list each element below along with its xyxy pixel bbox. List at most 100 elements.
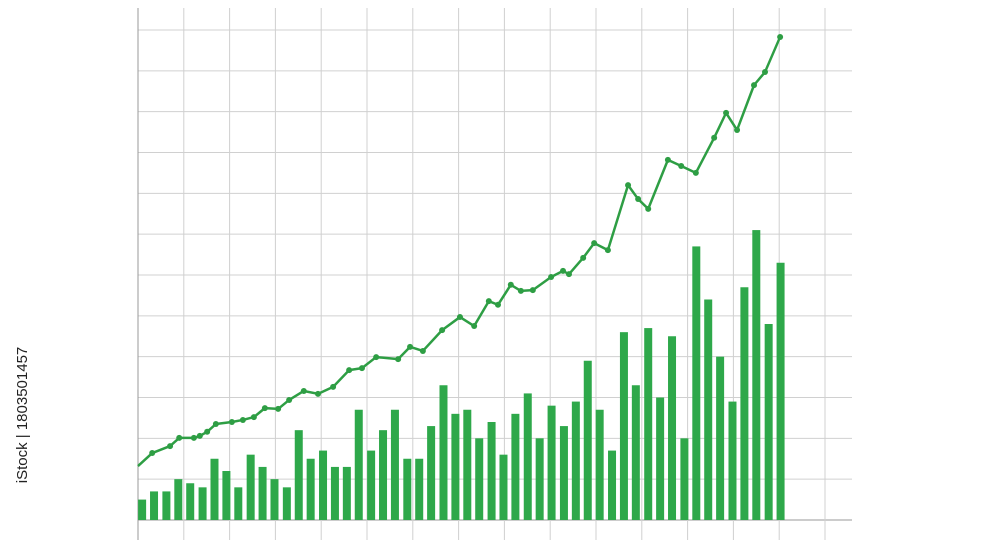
line-point	[517, 287, 524, 294]
bar	[523, 393, 532, 520]
line-point	[176, 434, 183, 441]
line-point	[228, 419, 235, 425]
line-point	[664, 156, 671, 163]
line-point	[456, 314, 463, 321]
bar	[162, 491, 171, 520]
line-point	[494, 301, 501, 308]
line-point	[762, 69, 769, 76]
bar	[451, 413, 460, 520]
bar	[656, 397, 665, 520]
bar	[234, 487, 243, 520]
bar	[583, 360, 592, 520]
line-point	[419, 347, 426, 354]
line-point	[604, 247, 611, 254]
bar	[330, 466, 339, 520]
bar	[776, 262, 785, 520]
line-point	[734, 127, 741, 134]
line-point	[591, 240, 598, 247]
line-point	[548, 274, 555, 281]
line-point	[723, 109, 730, 116]
bar	[680, 438, 689, 520]
line-point	[471, 323, 478, 330]
line-point	[149, 450, 156, 457]
line-point	[565, 271, 572, 278]
line-point	[250, 414, 257, 421]
line-point	[751, 82, 758, 89]
line-point	[625, 182, 632, 189]
line-point	[529, 287, 536, 294]
line-point	[777, 33, 784, 40]
bar	[716, 356, 725, 520]
bar	[608, 450, 617, 520]
marks	[137, 33, 785, 521]
bar	[390, 409, 399, 520]
line-point	[167, 443, 174, 450]
line-point	[358, 365, 365, 372]
bar	[535, 438, 544, 520]
bar	[728, 401, 737, 520]
line-point	[373, 354, 380, 361]
line-point	[635, 196, 642, 203]
bar	[367, 450, 376, 520]
bar	[294, 430, 303, 520]
line-point	[275, 405, 282, 412]
bar	[210, 458, 219, 520]
bar	[704, 299, 713, 520]
bar	[619, 332, 628, 520]
line-point	[196, 432, 203, 439]
bar	[427, 426, 436, 520]
bar	[270, 479, 279, 520]
bar	[692, 246, 701, 520]
line-point	[330, 383, 337, 390]
bar	[222, 471, 231, 520]
bar	[668, 336, 677, 520]
bar	[463, 409, 472, 520]
bar	[354, 409, 363, 520]
line-point	[439, 327, 446, 334]
bar	[403, 458, 412, 520]
line-point	[485, 298, 492, 305]
bar	[644, 328, 653, 520]
bar	[186, 483, 195, 520]
bar	[319, 450, 328, 520]
bar	[342, 466, 351, 520]
line-point	[261, 405, 268, 412]
bar	[282, 487, 291, 520]
bar	[559, 426, 568, 520]
bar	[439, 385, 448, 520]
line-point	[580, 254, 587, 261]
line-point	[212, 421, 219, 428]
bar	[631, 385, 640, 520]
line-point	[286, 396, 293, 403]
bar	[547, 405, 556, 520]
line-point	[314, 390, 321, 397]
bar	[150, 491, 159, 520]
bar	[511, 413, 520, 520]
bar	[138, 499, 147, 520]
line-point	[407, 343, 414, 350]
bar	[379, 430, 388, 520]
line-point	[507, 281, 514, 288]
credit: iStock | 1803501457	[14, 347, 31, 484]
bar	[595, 409, 604, 520]
bar	[258, 466, 267, 520]
bar	[487, 422, 496, 520]
line-point	[190, 434, 197, 441]
bar	[499, 454, 508, 520]
bar	[475, 438, 484, 520]
line-point	[204, 428, 211, 435]
line-point	[239, 416, 246, 423]
line-point	[395, 356, 402, 363]
line-point	[692, 169, 699, 176]
bar	[740, 287, 749, 520]
bar	[246, 454, 255, 520]
bar	[571, 401, 580, 520]
line-point	[678, 162, 685, 169]
line-point	[346, 367, 353, 374]
bar	[174, 479, 183, 520]
line-point	[300, 387, 307, 394]
bar	[752, 230, 761, 521]
bar	[415, 458, 424, 520]
line-point	[560, 267, 567, 274]
